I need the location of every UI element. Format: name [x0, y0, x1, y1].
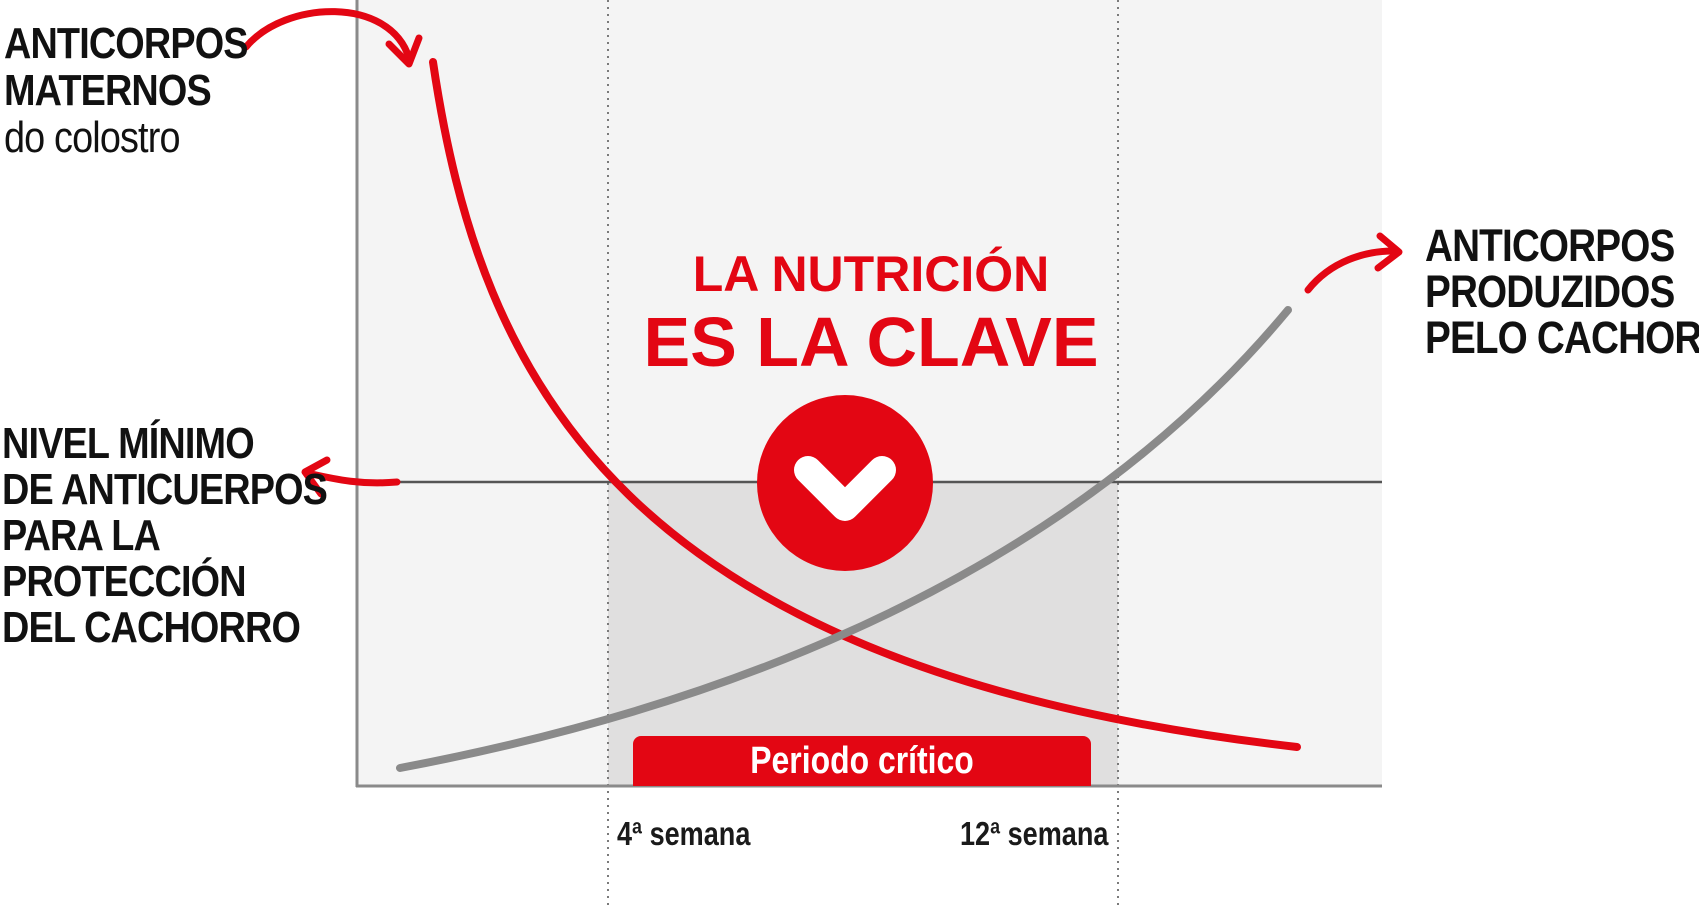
headline-line-2: ES LA CLAVE: [643, 303, 1099, 381]
minimum-label-line: DEL CACHORRO: [2, 603, 301, 652]
minimum-label-line: PARA LA: [2, 511, 161, 560]
maternal-label-subtitle: do colostro: [4, 113, 181, 162]
minimum-label-line: DE ANTICUERPOS: [2, 465, 328, 514]
curved-arrow-icon: [301, 456, 401, 498]
minimum-level-label: NIVEL MÍNIMO DE ANTICUERPOS PARA LA PROT…: [2, 419, 328, 652]
curved-arrow-icon: [242, 8, 423, 68]
maternal-label-line: MATERNOS: [4, 66, 212, 115]
nutrition-badge: [757, 395, 933, 571]
headline: LA NUTRICIÓN ES LA CLAVE: [636, 245, 1106, 381]
chevron-down-icon: [794, 456, 896, 521]
produced-label-line: ANTICORPOS: [1425, 220, 1675, 271]
curved-arrow-icon: [1304, 232, 1403, 294]
produced-label-line: PELO CACHORRO: [1425, 312, 1699, 363]
produced-antibodies-label: ANTICORPOS PRODUZIDOS PELO CACHORRO: [1425, 223, 1699, 361]
headline-line-1: LA NUTRICIÓN: [692, 246, 1050, 302]
minimum-label-line: PROTECCIÓN: [2, 557, 247, 606]
critical-period-bar: Periodo crítico: [633, 736, 1091, 786]
maternal-antibodies-curve: [429, 58, 1301, 751]
produced-label-line: PRODUZIDOS: [1425, 266, 1675, 317]
maternal-label-line: ANTICORPOS: [4, 19, 249, 68]
produced-antibodies-curve: [396, 306, 1292, 772]
week-4-label: 4ª semana: [617, 815, 751, 852]
critical-period-label: Periodo crítico: [750, 739, 974, 782]
maternal-antibodies-label: ANTICORPOS MATERNOS do colostro: [4, 19, 249, 163]
minimum-label-line: NIVEL MÍNIMO: [2, 419, 255, 468]
week-12-label: 12ª semana: [960, 815, 1109, 852]
